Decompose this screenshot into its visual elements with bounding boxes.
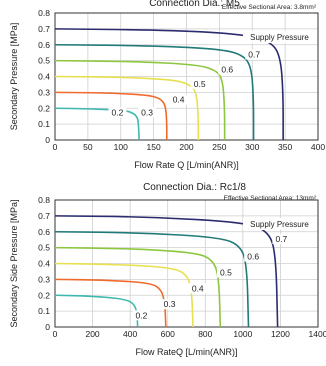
x-tick-label: 200 bbox=[179, 142, 193, 152]
curve-label-0.3: 0.3 bbox=[141, 107, 153, 117]
y-tick-label: 0.1 bbox=[38, 306, 50, 316]
x-tick-label: 50 bbox=[83, 142, 93, 152]
legend-supply-pressure: Supply Pressure bbox=[250, 33, 309, 42]
x-tick-label: 250 bbox=[212, 142, 226, 152]
curve-label-0.6: 0.6 bbox=[221, 65, 233, 75]
y-axis-title: Secondary Side Pressure [MPa] bbox=[9, 199, 19, 327]
y-tick-label: 0.4 bbox=[38, 72, 50, 82]
curve-supply-0.5 bbox=[54, 246, 222, 328]
x-tick-label: 600 bbox=[161, 329, 175, 339]
curve-label-0.5: 0.5 bbox=[220, 267, 232, 277]
legend-supply-pressure: Supply Pressure bbox=[250, 220, 309, 229]
curve-label-bg bbox=[245, 49, 264, 60]
curve-label-bg bbox=[272, 234, 291, 245]
y-tick-label: 0.3 bbox=[38, 274, 50, 284]
x-axis-title: Flow Rate Q [L/min(ANR)] bbox=[134, 160, 239, 170]
y-tick-label: 0.5 bbox=[38, 56, 50, 66]
curve-label-bg bbox=[218, 64, 237, 75]
x-tick-label: 400 bbox=[123, 329, 137, 339]
y-tick-label: 0.8 bbox=[38, 195, 50, 205]
x-tick-label: 150 bbox=[147, 142, 161, 152]
y-tick-label: 0.7 bbox=[38, 24, 50, 34]
curve-label-bg bbox=[216, 267, 235, 278]
curve-supply-0.6 bbox=[54, 43, 255, 140]
curve-label-0.4: 0.4 bbox=[173, 95, 185, 105]
curve-label-0.7: 0.7 bbox=[248, 49, 260, 59]
effective-area-note: Effective Sectional Area: 13mm² bbox=[224, 195, 317, 202]
legend-box bbox=[243, 31, 316, 43]
y-axis-title: Secondary Pressure [MPa] bbox=[9, 23, 19, 131]
x-tick-label: 400 bbox=[311, 142, 325, 152]
y-tick-label: 0 bbox=[45, 322, 50, 332]
curve-supply-0.5 bbox=[54, 59, 226, 140]
curve-label-bg bbox=[190, 78, 209, 89]
y-tick-label: 0.4 bbox=[38, 259, 50, 269]
y-tick-label: 0.6 bbox=[38, 227, 50, 237]
x-tick-label: 100 bbox=[114, 142, 128, 152]
curve-label-bg bbox=[244, 251, 263, 262]
curve-label-bg bbox=[138, 107, 157, 118]
curve-label-0.2: 0.2 bbox=[112, 107, 124, 117]
curve-label-0.2: 0.2 bbox=[136, 310, 148, 320]
chart-title: Connection Dia.: Rc1/8 bbox=[143, 182, 246, 193]
curve-supply-0.4 bbox=[54, 75, 200, 140]
x-tick-label: 1400 bbox=[309, 329, 326, 339]
y-tick-label: 0 bbox=[45, 135, 50, 145]
y-tick-label: 0.2 bbox=[38, 103, 50, 113]
curve-label-0.6: 0.6 bbox=[247, 252, 259, 262]
x-tick-label: 800 bbox=[198, 329, 212, 339]
curve-label-bg bbox=[188, 283, 207, 294]
x-axis-title: Flow RateQ [L/min(ANR)] bbox=[135, 347, 237, 357]
curve-label-0.5: 0.5 bbox=[194, 79, 206, 89]
x-tick-label: 1200 bbox=[271, 329, 290, 339]
curve-label-0.4: 0.4 bbox=[192, 283, 204, 293]
curve-label-bg bbox=[108, 107, 127, 118]
y-tick-label: 0.1 bbox=[38, 119, 50, 129]
x-tick-label: 0 bbox=[53, 329, 58, 339]
y-tick-label: 0.3 bbox=[38, 87, 50, 97]
chart-2: 0 200 400 600 800 1000 1200 1400 0 0.1 0.2 0.3 0.4 0.… bbox=[9, 182, 326, 357]
y-tick-label: 0.8 bbox=[38, 8, 50, 18]
curve-supply-0.3 bbox=[54, 91, 168, 140]
y-tick-label: 0.6 bbox=[38, 40, 50, 50]
y-tick-label: 0.2 bbox=[38, 290, 50, 300]
y-tick-label: 0.7 bbox=[38, 211, 50, 221]
y-tick-label: 0.5 bbox=[38, 243, 50, 253]
curve-label-bg bbox=[169, 94, 188, 105]
x-tick-label: 1000 bbox=[233, 329, 252, 339]
curve-label-0.7: 0.7 bbox=[275, 234, 287, 244]
curve-label-0.3: 0.3 bbox=[164, 299, 176, 309]
curve-label-bg bbox=[160, 299, 179, 310]
x-tick-label: 200 bbox=[85, 329, 99, 339]
effective-area-note: Effective Sectional Area: 3.8mm² bbox=[222, 4, 317, 11]
chart-1: 0 50 100 150 200 250 300 350 400 0 0.1 0.2 0.3 0.4 0.5… bbox=[9, 0, 325, 170]
x-tick-label: 300 bbox=[245, 142, 259, 152]
curve-label-bg bbox=[132, 310, 151, 321]
curve-supply-0.2 bbox=[54, 107, 140, 141]
curve-supply-0.6 bbox=[54, 230, 250, 328]
x-tick-label: 350 bbox=[278, 142, 292, 152]
x-tick-label: 0 bbox=[53, 142, 58, 152]
chart-title: Connection Dia.: M5 bbox=[149, 0, 240, 9]
legend-box bbox=[243, 218, 316, 230]
